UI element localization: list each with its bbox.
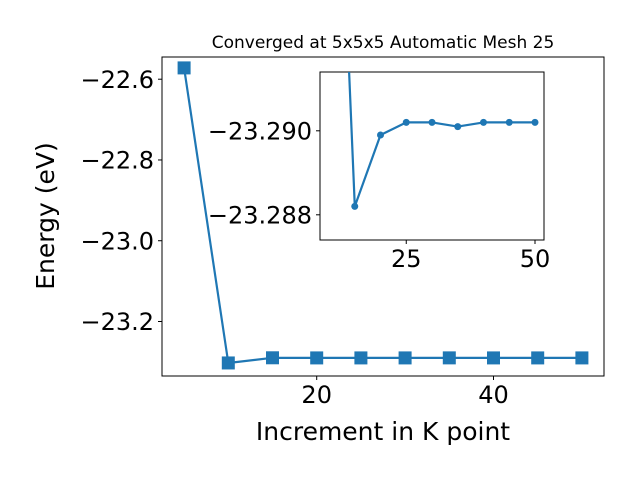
inset-x-ticks: 25 50 (391, 240, 550, 273)
inset-x-tick-label: 50 (520, 245, 551, 273)
inset-data-point (428, 118, 436, 126)
inset-plot-frame (319, 71, 545, 241)
inset-data-point (479, 118, 487, 126)
main-series (177, 61, 589, 370)
main-x-ticks: 20 40 (301, 376, 509, 409)
main-y-tick-label: −22.6 (80, 66, 154, 94)
inset-data-point (454, 123, 462, 131)
inset-series (348, 72, 539, 210)
inset-data-point (505, 118, 513, 126)
main-data-point (177, 61, 191, 75)
main-y-tick-label: −23.0 (80, 227, 154, 255)
main-data-point (575, 351, 589, 365)
y-axis-label: Energy (eV) (31, 142, 60, 289)
inset-x-tick-label: 25 (391, 245, 422, 273)
main-data-point (442, 351, 456, 365)
inset-axes: −23.290 −23.288 25 50 (208, 71, 550, 273)
main-data-point (531, 351, 545, 365)
main-data-point (487, 351, 500, 365)
inset-data-point (377, 131, 385, 139)
inset-data-point (531, 118, 539, 126)
main-x-tick-label: 20 (301, 381, 332, 409)
main-y-tick-label: −23.2 (80, 308, 154, 336)
inset-data-point (351, 202, 359, 210)
main-data-point (266, 351, 279, 365)
main-series-line (183, 67, 582, 365)
inset-y-tick-label: −23.288 (208, 201, 312, 229)
main-data-point (354, 351, 368, 365)
main-y-tick-label: −22.8 (80, 147, 154, 175)
x-axis-label: Increment in K point (256, 417, 510, 446)
inset-data-point (402, 118, 410, 126)
main-data-point (398, 351, 412, 365)
main-data-point (221, 356, 235, 370)
inset-y-tick-label: −23.290 (208, 117, 312, 145)
inset-y-ticks: −23.290 −23.288 (208, 117, 320, 229)
chart-title: Converged at 5x5x5 Automatic Mesh 25 (212, 33, 555, 53)
main-data-point (310, 351, 324, 365)
main-x-tick-label: 40 (478, 381, 509, 409)
main-y-ticks: −22.6 −22.8 −23.0 −23.2 (80, 66, 162, 336)
